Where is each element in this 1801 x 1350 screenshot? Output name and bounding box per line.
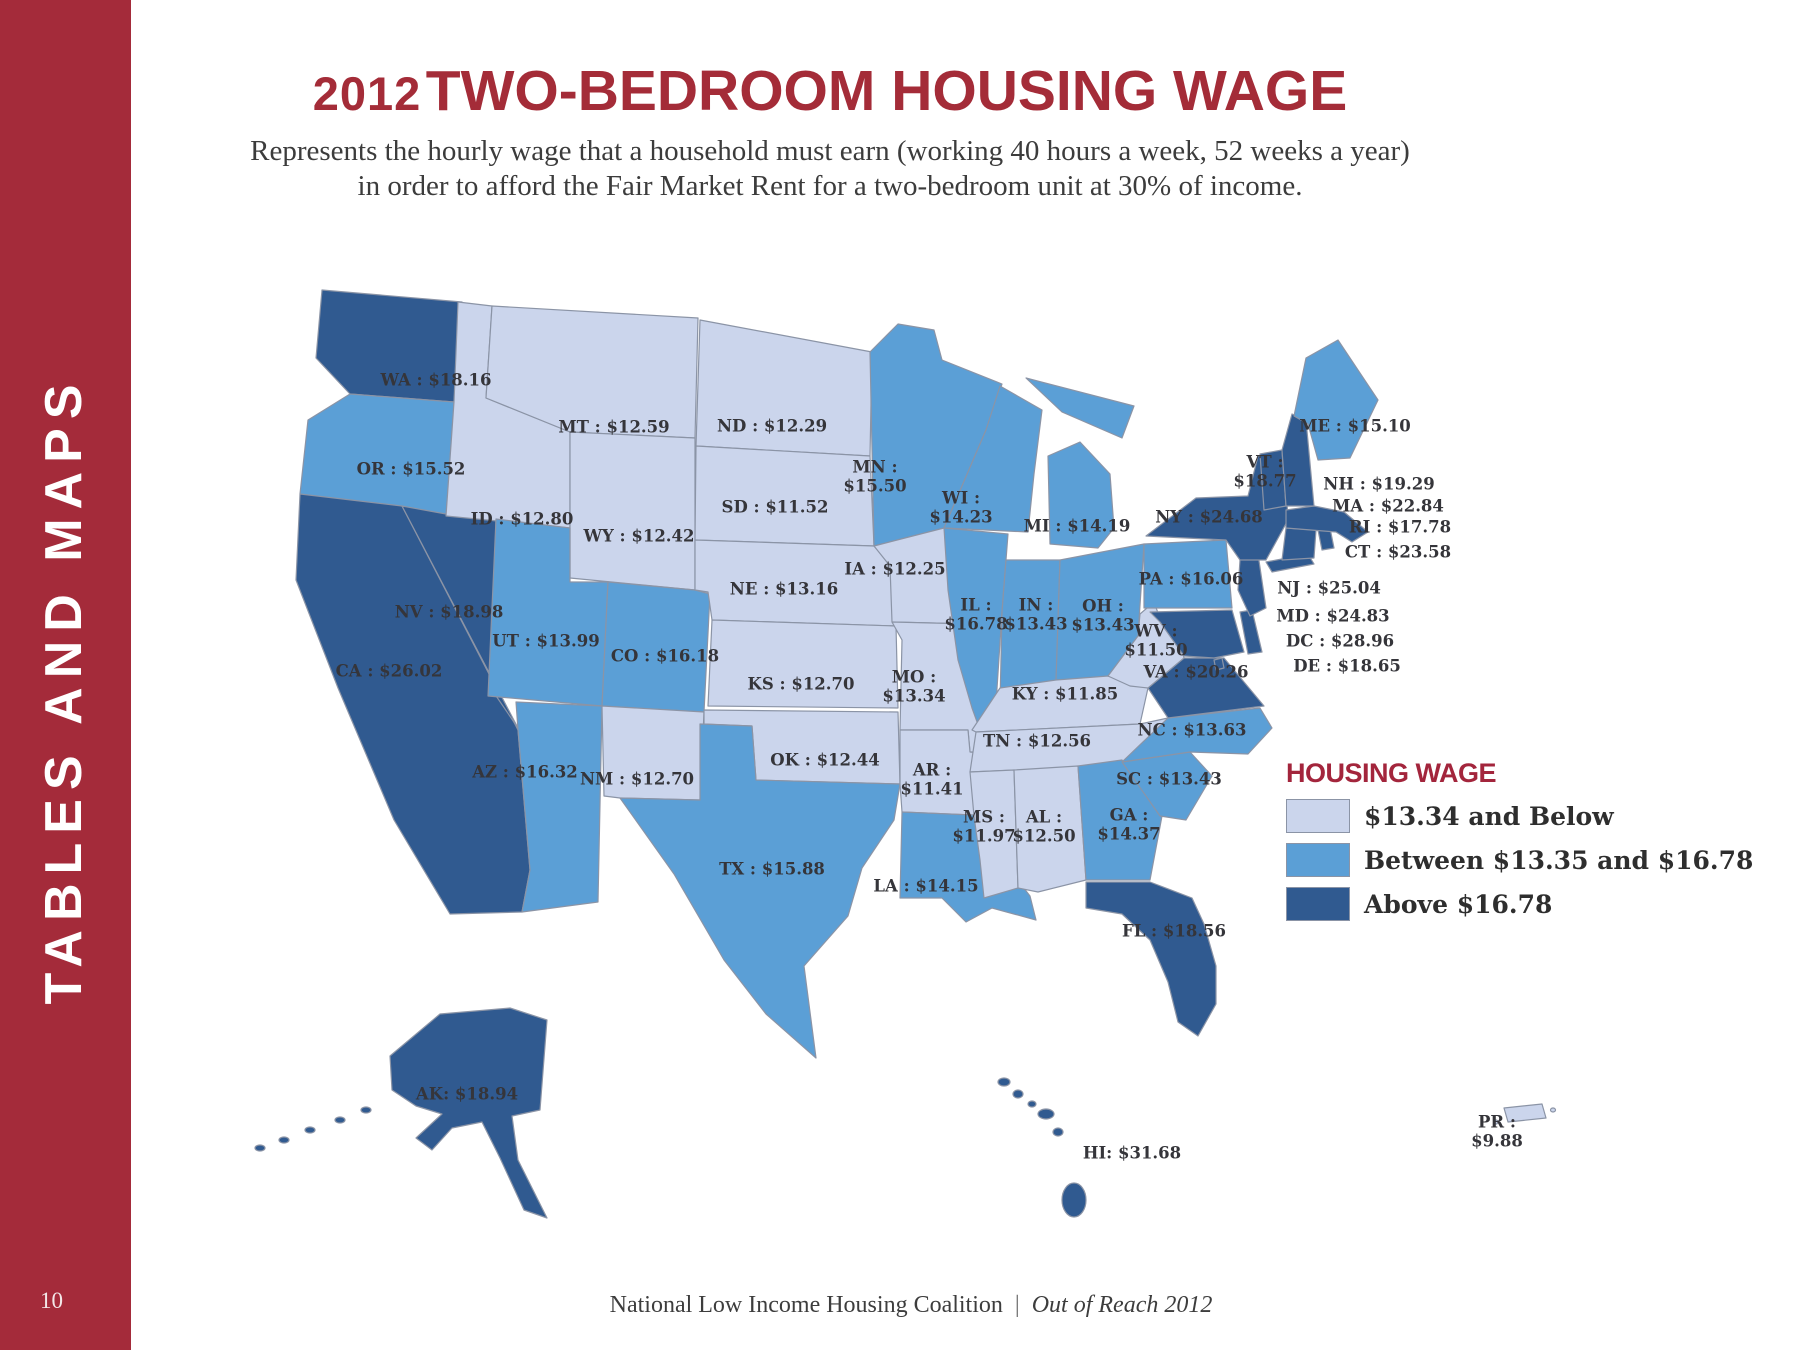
legend-swatch-high (1286, 887, 1350, 921)
state-shape-NH (1281, 413, 1315, 507)
state-shape-NC (1121, 707, 1273, 763)
state-shape-AZ (515, 701, 603, 913)
state-shape-CT (1281, 527, 1317, 561)
header: 2012 TWO-BEDROOM HOUSING WAGE Represents… (150, 58, 1510, 205)
state-shape-AK (254, 1007, 548, 1219)
title-year: 2012 (312, 67, 422, 120)
state-shape-FL (1085, 881, 1217, 1037)
legend-item-mid: Between $13.35 and $16.78 (1286, 843, 1766, 877)
title-text: TWO-BEDROOM HOUSING WAGE (425, 59, 1348, 123)
subtitle-line2: in order to afford the Fair Market Rent … (357, 170, 1303, 203)
footer-report-title: Out of Reach 2012 (1031, 1292, 1213, 1318)
state-shape-SD (694, 445, 875, 547)
state-shape-KS (707, 619, 899, 709)
state-shape-WY (569, 431, 696, 591)
page-subtitle: Represents the hourly wage that a househ… (150, 134, 1510, 205)
footer-separator: | (1014, 1292, 1020, 1318)
state-shape-NE (694, 539, 897, 627)
sidebar-section-label: TABLES AND MAPS (35, 375, 93, 1005)
legend-swatch-low (1286, 799, 1350, 833)
us-map-svg (254, 289, 1557, 1219)
state-shape-CO (601, 581, 711, 713)
state-shape-MD (1149, 609, 1245, 659)
state-shape-PR (1493, 1103, 1557, 1125)
sidebar-band (0, 0, 131, 1350)
state-shape-MI (1025, 377, 1135, 549)
state-shape-AL (1013, 765, 1087, 893)
footer-org: National Low Income Housing Coalition (609, 1292, 1003, 1318)
us-housing-wage-map: WA : $18.16 OR : $15.52 CA : $26.02 NV : $1… (200, 260, 1580, 1230)
map-legend: HOUSING WAGE $13.34 and Below Between $1… (1286, 758, 1766, 921)
state-shape-MA (1285, 505, 1369, 543)
legend-swatch-mid (1286, 843, 1350, 877)
legend-label-low: $13.34 and Below (1364, 801, 1614, 831)
page-title: 2012 TWO-BEDROOM HOUSING WAGE (150, 58, 1510, 124)
legend-label-high: Above $16.78 (1364, 889, 1553, 919)
state-shape-WI (943, 385, 1043, 533)
state-shape-TX (619, 723, 901, 1059)
legend-label-mid: Between $13.35 and $16.78 (1364, 845, 1754, 875)
state-shape-NM (601, 705, 705, 801)
state-shape-PA (1143, 539, 1233, 609)
page-number: 10 (40, 1288, 63, 1313)
subtitle-line1: Represents the hourly wage that a househ… (250, 135, 1410, 167)
state-shape-DC (1213, 657, 1225, 671)
state-shape-NJ (1237, 553, 1267, 617)
legend-item-low: $13.34 and Below (1286, 799, 1766, 833)
legend-title: HOUSING WAGE (1286, 758, 1497, 788)
state-shape-HI (997, 1077, 1087, 1218)
state-shape-WA (315, 289, 463, 403)
state-shape-KY (971, 675, 1149, 733)
legend-item-high: Above $16.78 (1286, 887, 1766, 921)
footer: National Low Income Housing Coalition | Ou… (131, 1292, 1691, 1319)
state-shape-ND (695, 319, 873, 457)
state-shape-ME (1293, 339, 1379, 461)
